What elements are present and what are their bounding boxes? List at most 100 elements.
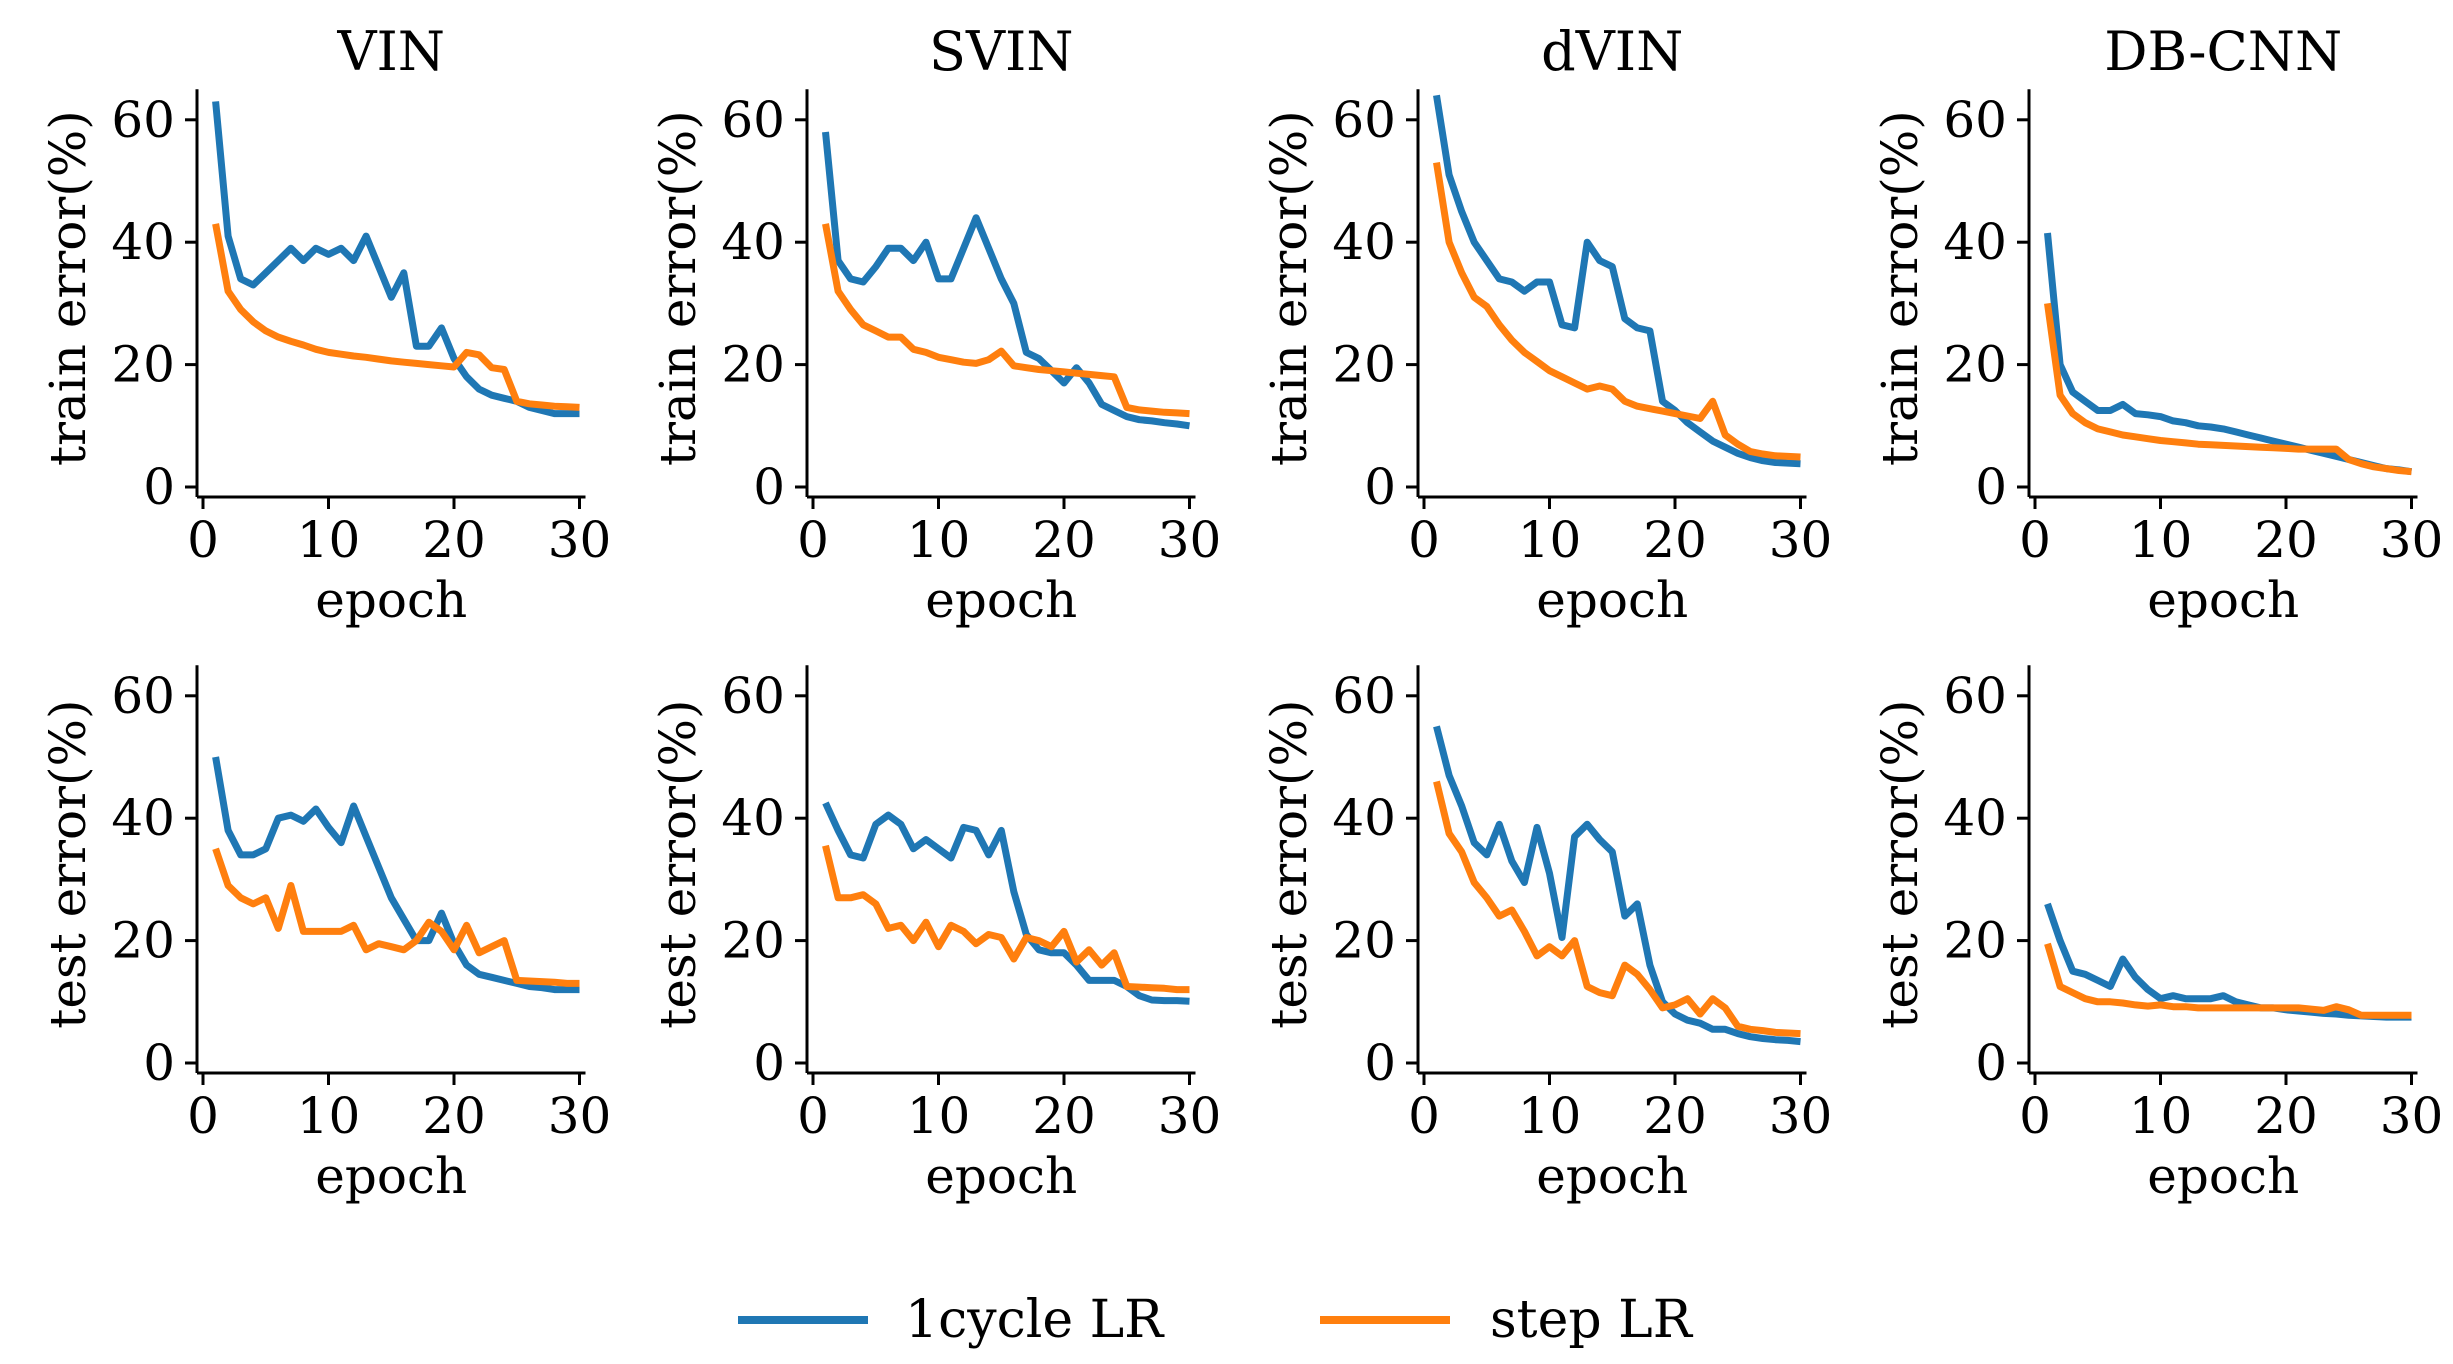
panel-title: SVIN — [929, 20, 1074, 83]
legend-label-step: step LR — [1490, 1290, 1694, 1350]
y-tick-label: 40 — [1943, 213, 2007, 271]
x-tick-label: 0 — [187, 511, 219, 569]
legend: 1cycle LR step LR — [738, 1290, 1694, 1350]
y-tick-label: 0 — [1975, 1034, 2007, 1092]
x-tick-label: 0 — [1408, 1087, 1440, 1145]
x-tick-label: 10 — [297, 1087, 361, 1145]
panel-title: dVIN — [1541, 20, 1683, 83]
x-tick-label: 10 — [1518, 511, 1582, 569]
series-line-step — [822, 223, 1190, 418]
series-line-step — [1433, 780, 1801, 1038]
x-tick-label: 20 — [2254, 511, 2318, 569]
series-line-1cycle — [2044, 232, 2412, 476]
y-tick-label: 0 — [1364, 458, 1396, 516]
x-tick-label: 10 — [297, 511, 361, 569]
y-axis-label: train error(%) — [649, 110, 707, 466]
y-tick-label: 60 — [1943, 667, 2007, 725]
x-tick-label: 10 — [1518, 1087, 1582, 1145]
x-tick-label: 0 — [797, 511, 829, 569]
series-line-1cycle — [212, 756, 580, 994]
x-tick-label: 0 — [2019, 1087, 2051, 1145]
x-tick-label: 20 — [422, 511, 486, 569]
panel-train-db-cnn: 0 20 40 60 0 10 20 30 epoch train error(%) DB-CNN — [1871, 20, 2443, 629]
series-line-step — [2044, 302, 2412, 476]
y-tick-label: 0 — [143, 458, 175, 516]
x-tick-label: 30 — [2380, 511, 2444, 569]
y-tick-label: 60 — [1943, 91, 2007, 149]
y-tick-label: 40 — [1943, 789, 2007, 847]
x-tick-label: 30 — [1769, 511, 1833, 569]
series-line-1cycle — [212, 101, 580, 418]
x-tick-label: 20 — [1643, 511, 1707, 569]
panel-test-svin: 0 20 40 60 0 10 20 30 epoch test error(%) — [649, 665, 1221, 1205]
x-axis-label: epoch — [925, 1147, 1077, 1205]
y-tick-label: 20 — [721, 336, 785, 394]
x-tick-label: 20 — [2254, 1087, 2318, 1145]
panel-test-dvin: 0 20 40 60 0 10 20 30 epoch test error(%) — [1260, 665, 1832, 1205]
panel-title: DB-CNN — [2104, 20, 2342, 83]
y-axis-label: test error(%) — [39, 699, 97, 1028]
panel-title: VIN — [336, 20, 445, 83]
x-tick-label: 20 — [1032, 511, 1096, 569]
y-tick-label: 20 — [721, 912, 785, 970]
y-tick-label: 0 — [1364, 1034, 1396, 1092]
x-axis-label: epoch — [315, 571, 467, 629]
series-line-step — [212, 847, 580, 987]
x-axis-label: epoch — [1536, 571, 1688, 629]
x-axis-label: epoch — [1536, 1147, 1688, 1205]
y-tick-label: 60 — [721, 667, 785, 725]
x-tick-label: 30 — [548, 1087, 612, 1145]
x-tick-label: 20 — [422, 1087, 486, 1145]
panel-train-svin: 0 20 40 60 0 10 20 30 epoch train error(%) SVIN — [649, 20, 1221, 629]
x-tick-label: 0 — [187, 1087, 219, 1145]
panel-train-dvin: 0 20 40 60 0 10 20 30 epoch train error(%) dVIN — [1260, 20, 1832, 629]
y-axis-label: train error(%) — [39, 110, 97, 466]
y-tick-label: 40 — [111, 213, 175, 271]
x-axis-label: epoch — [315, 1147, 467, 1205]
y-tick-label: 40 — [1332, 213, 1396, 271]
y-tick-label: 0 — [1975, 458, 2007, 516]
y-tick-label: 20 — [1332, 336, 1396, 394]
y-tick-label: 40 — [721, 789, 785, 847]
y-tick-label: 60 — [1332, 667, 1396, 725]
x-tick-label: 20 — [1643, 1087, 1707, 1145]
x-tick-label: 0 — [2019, 511, 2051, 569]
y-axis-label: train error(%) — [1871, 110, 1929, 466]
y-tick-label: 60 — [111, 91, 175, 149]
y-tick-label: 40 — [1332, 789, 1396, 847]
panel-train-vin: 0 20 40 60 0 10 20 30 epoch train error(%) VIN — [39, 20, 611, 629]
y-tick-label: 0 — [143, 1034, 175, 1092]
y-tick-label: 0 — [753, 1034, 785, 1092]
x-tick-label: 10 — [2129, 511, 2193, 569]
x-tick-label: 10 — [2129, 1087, 2193, 1145]
x-tick-label: 10 — [907, 511, 971, 569]
x-axis-label: epoch — [2147, 1147, 2299, 1205]
series-line-1cycle — [2044, 902, 2412, 1021]
y-tick-label: 40 — [111, 789, 175, 847]
x-axis-label: epoch — [925, 571, 1077, 629]
y-tick-label: 0 — [753, 458, 785, 516]
y-tick-label: 20 — [1332, 912, 1396, 970]
x-tick-label: 10 — [907, 1087, 971, 1145]
x-tick-label: 30 — [548, 511, 612, 569]
series-line-step — [1433, 162, 1801, 461]
legend-label-1cycle: 1cycle LR — [905, 1290, 1165, 1350]
y-tick-label: 20 — [1943, 912, 2007, 970]
x-axis-label: epoch — [2147, 571, 2299, 629]
y-tick-label: 20 — [1943, 336, 2007, 394]
y-axis-label: test error(%) — [1260, 699, 1318, 1028]
x-tick-label: 0 — [1408, 511, 1440, 569]
x-tick-label: 30 — [1769, 1087, 1833, 1145]
y-axis-label: test error(%) — [1871, 699, 1929, 1028]
series-line-step — [822, 844, 1190, 994]
series-line-1cycle — [1433, 725, 1801, 1046]
x-tick-label: 20 — [1032, 1087, 1096, 1145]
y-tick-label: 60 — [1332, 91, 1396, 149]
panel-test-vin: 0 20 40 60 0 10 20 30 epoch test error(%) — [39, 665, 611, 1205]
series-line-1cycle — [822, 131, 1190, 430]
y-axis-label: test error(%) — [649, 699, 707, 1028]
y-tick-label: 20 — [111, 336, 175, 394]
x-tick-label: 30 — [1158, 1087, 1222, 1145]
x-tick-label: 30 — [2380, 1087, 2444, 1145]
